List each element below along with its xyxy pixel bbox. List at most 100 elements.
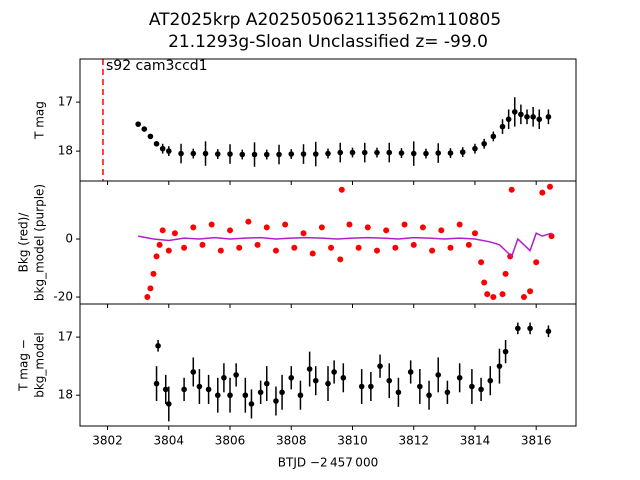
y-axis-label: Bkg (red)/	[17, 212, 31, 273]
bkg-point	[533, 259, 540, 266]
data-point	[527, 325, 533, 332]
data-point	[214, 151, 221, 157]
data-point	[511, 109, 518, 115]
data-point	[233, 372, 239, 378]
data-point	[300, 151, 307, 157]
bkg-point	[190, 224, 197, 231]
data-point	[349, 149, 356, 156]
data-point	[459, 149, 466, 155]
data-point	[239, 151, 246, 158]
annotation: s92 cam3ccd1	[106, 58, 208, 74]
bkg-point	[508, 186, 515, 193]
data-point	[469, 383, 475, 390]
data-point	[153, 380, 160, 387]
data-point	[196, 383, 203, 390]
data-point	[530, 114, 536, 120]
data-point	[456, 374, 463, 381]
data-point	[251, 151, 258, 158]
x-tick-label: 3816	[521, 434, 552, 448]
bkg-point	[300, 230, 307, 237]
bkg-point	[337, 256, 344, 263]
data-point	[407, 369, 414, 375]
data-point	[181, 386, 187, 393]
data-point	[155, 343, 161, 349]
y-axis-label: bkg_model (purple)	[33, 184, 47, 301]
data-point	[190, 369, 197, 375]
bkg-point	[527, 288, 534, 295]
data-point	[368, 383, 374, 390]
bkg-point	[156, 241, 163, 248]
data-point	[337, 149, 344, 156]
bkg-point	[548, 233, 555, 240]
bkg-point	[171, 230, 178, 237]
data-point	[487, 377, 494, 384]
x-tick-label: 3802	[92, 434, 123, 448]
bkg-point	[471, 230, 478, 237]
data-point	[545, 114, 552, 120]
bkg-point	[392, 244, 399, 251]
y-tick-label: 17	[58, 95, 73, 109]
data-point	[312, 151, 319, 157]
bkg-point	[309, 250, 316, 257]
data-point	[444, 389, 451, 396]
bkg-point	[159, 227, 166, 234]
x-axis-label: BTJD −2 457 000	[278, 456, 378, 470]
bkg-point	[520, 294, 527, 301]
bkg-point	[364, 224, 371, 231]
bkg-point	[318, 224, 325, 231]
data-point	[162, 386, 169, 393]
data-point	[214, 392, 221, 399]
bkg-point	[263, 224, 270, 231]
data-point	[426, 392, 432, 399]
bkg-point	[144, 294, 151, 301]
bkg-point	[338, 186, 345, 193]
data-point	[524, 114, 530, 120]
data-point	[276, 151, 282, 158]
bkg-point	[481, 279, 488, 286]
data-point	[423, 150, 429, 157]
bkg-point	[401, 221, 408, 228]
x-tick-label: 3812	[398, 434, 429, 448]
data-point	[447, 150, 454, 156]
data-point	[147, 133, 154, 140]
y-axis-label: T mag	[33, 101, 47, 140]
data-point	[545, 328, 552, 335]
data-point	[202, 150, 209, 157]
data-point	[536, 116, 543, 123]
data-point	[257, 389, 264, 396]
data-point	[221, 374, 227, 381]
data-point	[374, 149, 380, 156]
data-point	[502, 348, 509, 355]
data-point	[227, 392, 233, 399]
bkg-point	[478, 259, 485, 266]
data-point	[135, 121, 141, 127]
data-point	[165, 148, 172, 154]
data-point	[505, 116, 512, 123]
data-point	[205, 386, 212, 393]
x-tick-label: 3806	[215, 434, 246, 448]
data-point	[377, 363, 383, 369]
data-point	[312, 377, 319, 384]
bkg-point	[502, 270, 509, 277]
y-tick-label: 18	[58, 144, 73, 158]
y-axis-label: bkg_model	[33, 332, 47, 398]
data-point	[395, 389, 402, 396]
bkg-point	[373, 247, 380, 254]
bkg-point	[490, 294, 497, 301]
bkg-point	[272, 247, 279, 254]
bkg-point	[150, 270, 157, 277]
y-tick-label: -20	[53, 290, 73, 304]
y-tick-label: 0	[65, 232, 73, 246]
bkg-point	[328, 244, 335, 251]
bkg-point	[546, 183, 553, 190]
data-point	[288, 151, 295, 157]
bkg-point	[383, 227, 390, 234]
title-line: 21.1293g-Sloan Unclassified z= -99.0	[168, 32, 488, 52]
bkg-point	[227, 227, 234, 234]
data-point	[340, 374, 347, 381]
data-point	[478, 386, 484, 393]
bkg-point	[465, 241, 472, 248]
data-point	[273, 398, 279, 404]
bkg-point	[147, 285, 154, 292]
